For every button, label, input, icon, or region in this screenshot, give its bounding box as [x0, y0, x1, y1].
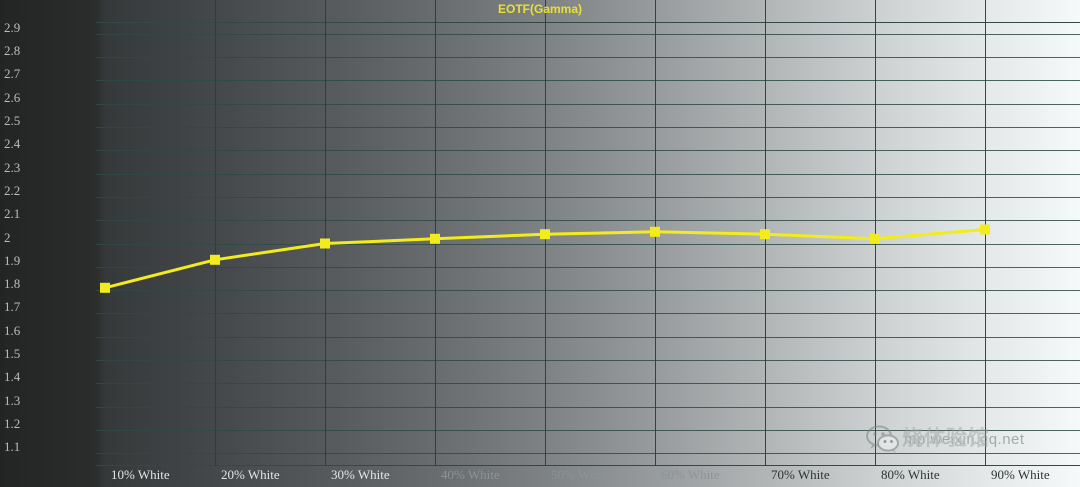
y-tick-label: 2.5 [4, 112, 21, 128]
x-tick-label: 50% White [551, 467, 610, 482]
y-tick-label: 1.4 [4, 369, 21, 385]
gridline-horizontal [96, 220, 1080, 222]
plot-bottom-border [96, 465, 1080, 466]
y-tick-label: 1.3 [4, 392, 21, 408]
y-tick-label: 1.1 [4, 439, 21, 455]
gridline-horizontal [96, 56, 1080, 58]
gridline-vertical [435, 0, 436, 466]
x-tick-label: 20% White [221, 467, 280, 482]
gridline-horizontal [96, 430, 1080, 432]
chart-title: EOTF(Gamma) [497, 2, 582, 16]
gridline-horizontal [96, 196, 1080, 198]
gridline-horizontal [96, 360, 1080, 362]
gridline-horizontal [96, 266, 1080, 268]
gridline-vertical [985, 0, 986, 466]
y-tick-label: 1.7 [4, 299, 21, 315]
x-tick-label: 60% White [661, 467, 720, 482]
y-tick-label: 2.9 [4, 19, 21, 35]
gridline-horizontal [96, 126, 1080, 128]
y-tick-label: 2.2 [4, 182, 21, 198]
gridline-horizontal [96, 453, 1080, 455]
x-tick-label: 90% White [991, 467, 1050, 482]
gridline-horizontal [96, 150, 1080, 152]
y-tick-label: 1.5 [4, 346, 21, 362]
gridline-horizontal [96, 33, 1080, 35]
y-tick-label: 2 [4, 229, 11, 245]
gridline-horizontal [96, 336, 1080, 338]
x-tick-label: 30% White [331, 467, 390, 482]
gridline-horizontal [96, 80, 1080, 82]
gridline-vertical [215, 0, 216, 466]
gridline-horizontal [96, 406, 1080, 408]
gridline-horizontal [96, 243, 1080, 245]
gridline-horizontal [96, 313, 1080, 315]
y-tick-label: 2.1 [4, 206, 21, 222]
y-tick-label: 2.4 [4, 136, 21, 152]
y-tick-label: 2.3 [4, 159, 21, 175]
gridline-vertical [875, 0, 876, 466]
x-tick-label: 40% White [441, 467, 500, 482]
plot-top-border [96, 22, 1080, 23]
y-tick-label: 1.2 [4, 416, 21, 432]
y-tick-label: 1.8 [4, 276, 21, 292]
gridline-horizontal [96, 173, 1080, 175]
y-tick-label: 1.6 [4, 322, 21, 338]
gridline-horizontal [96, 290, 1080, 292]
gridline-vertical [655, 0, 656, 466]
y-tick-label: 2.7 [4, 66, 21, 82]
gridline-vertical [765, 0, 766, 466]
gridline-horizontal [96, 383, 1080, 385]
y-tick-label: 2.8 [4, 42, 21, 58]
gridline-vertical [105, 0, 106, 466]
wechat-icon [866, 424, 900, 454]
y-tick-label: 1.9 [4, 252, 21, 268]
gridline-vertical [545, 0, 546, 466]
watermark: mp.weixin.qq.net 烧体验馆 [866, 418, 1074, 460]
x-tick-label: 70% White [771, 467, 830, 482]
gridline-vertical [325, 0, 326, 466]
x-tick-label: 80% White [881, 467, 940, 482]
x-tick-label: 10% White [111, 467, 170, 482]
watermark-url: mp.weixin.qq.net [904, 430, 1025, 448]
gridline-horizontal [96, 103, 1080, 105]
watermark-brand-text: 烧体验馆 [902, 426, 990, 450]
y-tick-label: 2.6 [4, 89, 21, 105]
